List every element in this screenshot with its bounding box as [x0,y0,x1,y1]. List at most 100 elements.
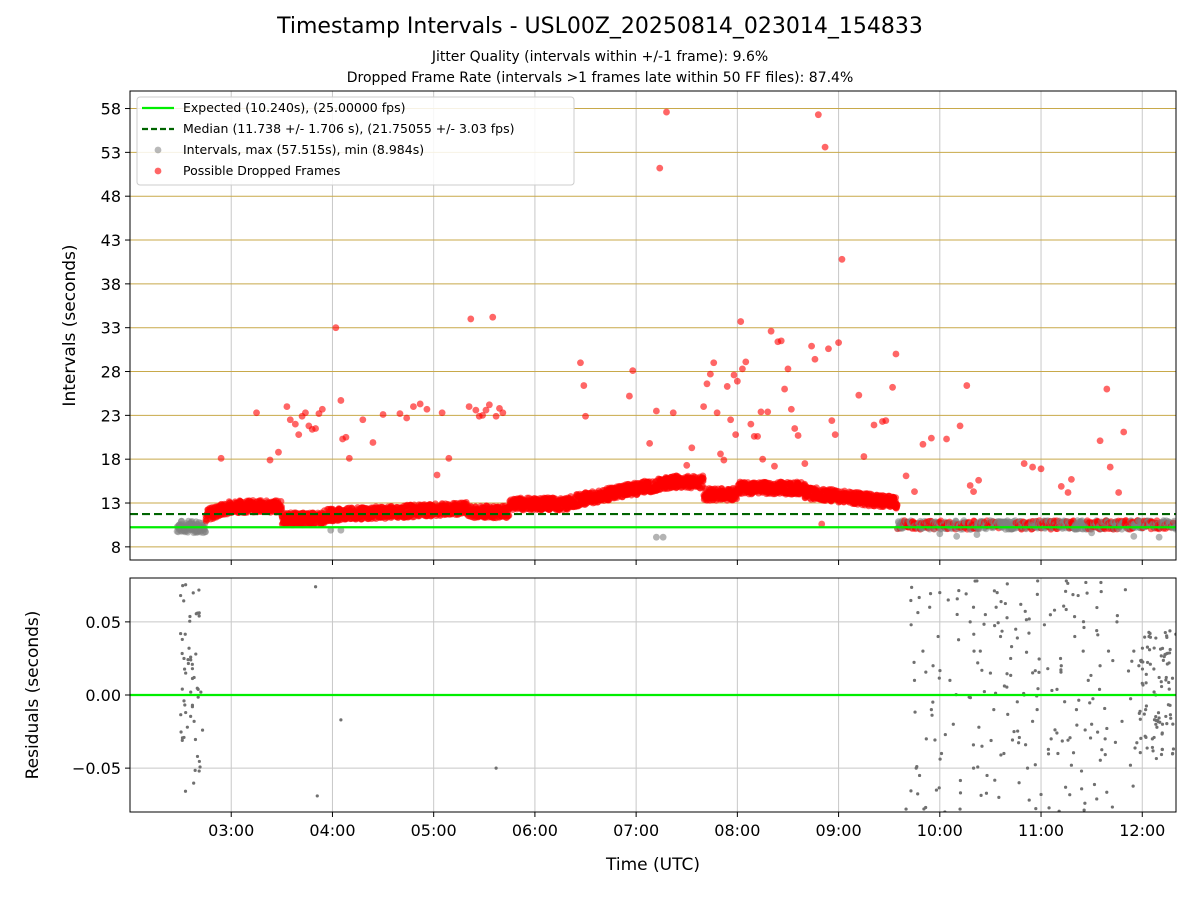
intervals-panel: 8 13 18 23 28 33 38 43 48 53 58 Intervals (seconds)… [60,90,1177,565]
residual-point [183,632,187,636]
dropped-frame-point [818,520,826,528]
residual-point [988,671,993,675]
residual-point [978,649,982,653]
y-tick-label: 18 [101,450,121,469]
residual-point [980,668,984,672]
residual-point [184,583,188,587]
dropped-frame-point [757,408,765,416]
dropped-frame-point [1068,475,1075,483]
interval-point [1155,533,1163,541]
residual-point [1010,738,1015,742]
dropped-frame-point [781,385,788,393]
residual-point [195,754,200,759]
dropped-frame-point [811,355,819,363]
dropped-frame-point [577,359,584,367]
y-tick-label: 58 [101,100,121,119]
residual-point [1097,687,1102,691]
jitter-quality-subtitle: Jitter Quality (intervals within +/-1 fr… [431,49,769,65]
residual-point [1161,658,1165,662]
dropped-frame-point [302,409,309,417]
residuals-panel: 0.05 0.00 −0.05 03:00 04:00 05:00 06:00 07:00 08… [23,577,1177,875]
dropped-frame-point [332,324,340,332]
legend-box [136,96,575,186]
residual-point [1140,646,1145,650]
residual-point [186,658,190,662]
residual-point [1105,726,1109,731]
dropped-frame-point [445,454,453,462]
dropped-frame-point [410,403,417,410]
residual-point [1148,662,1152,666]
residual-point [183,703,187,707]
residual-point [924,670,928,674]
dropped-frame-point [359,416,367,424]
dropped-frame-point [580,382,588,389]
residual-point [971,743,976,747]
residual-point [1135,741,1139,745]
residual-point [964,592,968,596]
residual-point [194,612,198,616]
y-tick-label: 38 [101,275,121,294]
y-tick-label: 23 [101,406,121,425]
residual-point [1036,687,1040,691]
residual-point [188,614,192,619]
residual-point [1154,636,1158,640]
dropped-frame-point [1020,460,1028,467]
interval-point [327,526,335,534]
residual-point [983,612,987,617]
residual-point [1131,784,1135,788]
residual-point [1076,593,1080,598]
dropped-frame-point [582,412,589,420]
residual-point [1132,649,1136,653]
dropped-frame-point [283,403,291,410]
dropped-frame-point [902,472,910,480]
residual-point [957,588,961,593]
residual-point [1024,650,1029,654]
residual-point [180,736,185,740]
x-tick-label: 10:00 [917,821,963,840]
residual-point [185,725,189,729]
residual-point [1106,649,1111,653]
residual-point [971,605,976,609]
residual-point [1103,706,1107,711]
residual-point [972,649,976,653]
legend-dropped-swatch [154,167,162,175]
residual-point [1005,582,1009,586]
residual-point [1133,746,1137,750]
dropped-frame-point [956,422,964,430]
residual-point [1068,793,1072,797]
dropped-frame-point [720,456,728,464]
residual-point [1084,580,1088,585]
residual-point [1081,620,1086,624]
residual-point [1138,751,1142,755]
residual-point [1148,635,1153,639]
residual-point [1002,751,1006,756]
legend-entry: Possible Dropped Frames [183,163,340,178]
interval-point [1170,517,1176,525]
residual-point [1033,763,1037,767]
residual-point [179,730,183,734]
residual-point [1170,752,1175,756]
dropped-frame-point [467,315,475,323]
residual-point [1024,618,1029,622]
residual-point [1160,732,1164,736]
dropped-frame-point [737,318,745,325]
dropped-frame-point [489,313,497,321]
x-tick-label: 03:00 [208,821,254,840]
dropped-frame-point [706,370,714,378]
dropped-frame-point [710,359,718,367]
residual-point [980,744,984,748]
residual-point [1017,735,1021,740]
x-tick-label: 05:00 [411,821,457,840]
residual-point [1167,651,1172,655]
residual-point [1150,745,1155,750]
dropped-frame-point [295,431,303,439]
residual-point [1159,680,1163,684]
residual-point [1071,751,1076,755]
residual-point [197,614,201,618]
residual-point [1095,629,1099,633]
y-tick-label: 8 [111,538,121,557]
interval-point [201,528,209,536]
dropped-frame-point [892,350,900,358]
residual-point [1077,698,1081,702]
dropped-frame-point [838,255,846,263]
